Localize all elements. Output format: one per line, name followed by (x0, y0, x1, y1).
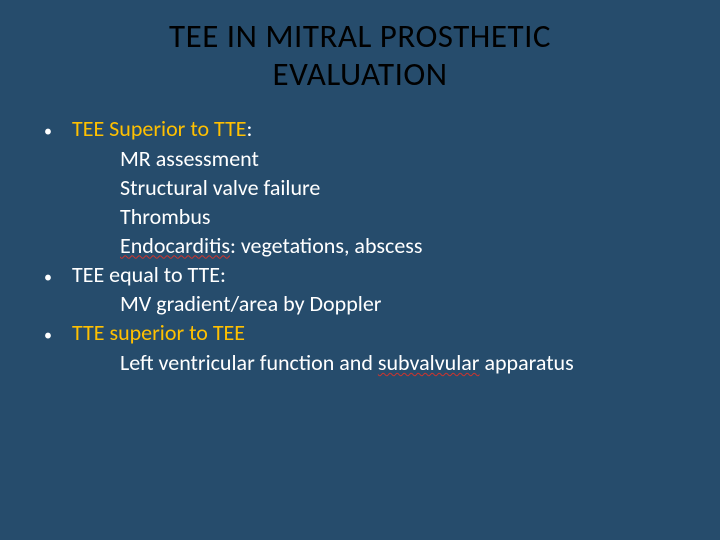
text-segment: : vegetations, abscess (230, 232, 423, 259)
sub-item: MV gradient/area by Doppler (44, 289, 680, 318)
title-line-2: EVALUATION (272, 54, 447, 94)
title-line-1: TEE IN MITRAL PROSTHETIC (169, 16, 551, 56)
sub-item: Thrombus (44, 202, 680, 231)
text-segment: TEE Superior to TTE (72, 115, 247, 142)
bullet-text: TEE equal to TTE: (72, 260, 680, 290)
text-segment: : (247, 115, 253, 142)
text-segment: TEE equal to TTE: (72, 261, 226, 288)
bullet-item: •TEE Superior to TTE: (44, 114, 680, 144)
bullet-marker: • (44, 267, 72, 289)
text-segment: Thrombus (120, 203, 211, 230)
text-segment: Endocarditis (120, 232, 230, 259)
text-segment: MR assessment (120, 145, 259, 172)
slide: TEE IN MITRAL PROSTHETIC EVALUATION •TEE… (0, 0, 720, 540)
sub-item: MR assessment (44, 144, 680, 173)
bullet-item: • TTE superior to TEE (44, 318, 680, 348)
bullet-marker: • (44, 325, 72, 347)
bullet-marker: • (44, 121, 72, 143)
sub-item: Endocarditis: vegetations, abscess (44, 231, 680, 260)
bullet-text: TTE superior to TEE (72, 318, 680, 348)
slide-body: •TEE Superior to TTE:MR assessmentStruct… (0, 94, 720, 377)
sub-item: Left ventricular function and subvalvula… (44, 348, 680, 377)
text-segment: subvalvular (378, 349, 480, 376)
slide-title: TEE IN MITRAL PROSTHETIC EVALUATION (0, 0, 720, 94)
bullet-item: • TEE equal to TTE: (44, 260, 680, 290)
text-segment: apparatus (479, 349, 573, 376)
text-segment: MV gradient/area by Doppler (120, 290, 381, 317)
text-segment: Structural valve failure (120, 174, 320, 201)
text-segment: Left ventricular function and (120, 349, 378, 376)
sub-item: Structural valve failure (44, 173, 680, 202)
bullet-text: TEE Superior to TTE: (72, 114, 680, 144)
text-segment: TTE superior to TEE (72, 319, 245, 346)
